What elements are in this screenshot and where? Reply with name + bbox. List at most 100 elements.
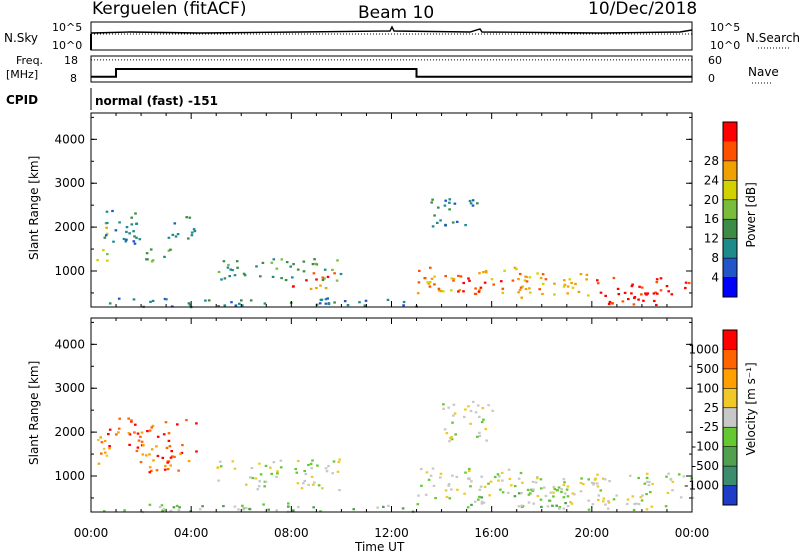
data-cell <box>132 230 135 233</box>
data-cell <box>560 488 563 491</box>
data-cell <box>611 302 614 305</box>
data-cell <box>259 275 262 278</box>
data-cell <box>416 503 420 506</box>
data-cell <box>615 494 618 497</box>
data-cell <box>167 432 171 435</box>
data-cell <box>312 272 316 275</box>
data-cell <box>478 272 481 275</box>
data-cell <box>448 497 452 500</box>
data-cell <box>103 439 107 443</box>
data-cell <box>106 259 109 262</box>
data-cell <box>130 216 133 219</box>
data-cell <box>447 406 450 409</box>
data-cell <box>311 459 314 462</box>
data-cell <box>187 237 190 240</box>
data-cell <box>577 290 581 293</box>
data-cell <box>125 238 128 241</box>
data-cell <box>103 236 107 239</box>
data-cell <box>480 500 484 503</box>
data-cell <box>236 266 239 269</box>
data-cell <box>558 507 561 510</box>
data-cell <box>272 258 276 261</box>
data-cell <box>474 411 478 414</box>
data-cell <box>151 424 155 427</box>
data-cell <box>321 276 325 279</box>
data-cell <box>528 287 531 290</box>
data-cell <box>137 439 141 442</box>
time-axis-ticks: 00:00 04:00 08:00 12:00 16:00 20:00 00:00 <box>74 526 710 540</box>
data-cell <box>457 274 460 277</box>
data-cell <box>233 467 237 470</box>
data-cell <box>433 214 436 217</box>
data-cell <box>284 279 288 282</box>
data-cell <box>364 299 368 302</box>
data-cell <box>449 437 452 440</box>
data-cell <box>237 508 240 511</box>
data-cell <box>480 475 483 478</box>
data-cell <box>452 414 455 417</box>
data-cell <box>482 271 485 274</box>
data-cell <box>447 484 450 487</box>
data-cell <box>418 269 421 272</box>
data-cell <box>258 462 261 465</box>
data-cell <box>142 444 145 447</box>
power-axes: 1000 2000 3000 4000 Slant Range [km] <box>27 112 693 308</box>
data-cell <box>117 427 121 430</box>
data-cell <box>563 492 567 495</box>
data-cell <box>150 469 153 472</box>
colorbar-swatch <box>723 160 737 181</box>
data-cell <box>448 201 451 204</box>
data-cell <box>149 300 152 303</box>
data-cell <box>518 288 522 292</box>
data-cell <box>230 301 233 304</box>
data-cell <box>555 489 559 492</box>
data-cell <box>417 281 421 284</box>
data-cell <box>607 499 610 503</box>
data-cell <box>352 508 355 511</box>
y-tick-label: 1000 <box>54 264 85 278</box>
colorbar-swatch <box>723 180 737 201</box>
data-cell <box>442 403 445 406</box>
data-cell <box>478 434 482 437</box>
data-cell <box>436 221 439 224</box>
data-cell <box>497 475 501 478</box>
data-cell <box>114 229 118 232</box>
data-cell <box>233 274 237 277</box>
data-cell <box>519 286 523 289</box>
nsearch-tick-bottom: 10^0 <box>710 39 740 52</box>
data-cell <box>529 492 532 495</box>
data-cell <box>223 304 227 307</box>
nsky-series-line <box>90 25 693 34</box>
data-cell <box>483 281 487 284</box>
data-cell <box>217 270 221 274</box>
data-cell <box>150 260 154 263</box>
data-cell <box>318 302 322 305</box>
data-cell <box>544 278 548 281</box>
data-cell <box>480 502 484 505</box>
data-cell <box>105 210 109 213</box>
colorbar-tick-label: 24 <box>704 173 719 187</box>
colorbar-tick-label: 20 <box>704 193 719 207</box>
data-cell <box>667 290 670 293</box>
velocity-heatmap <box>97 400 695 514</box>
data-cell <box>195 422 198 425</box>
data-cell <box>326 297 329 300</box>
data-cell <box>510 484 513 487</box>
data-cell <box>363 304 367 307</box>
data-cell <box>133 235 136 238</box>
data-cell <box>684 286 687 290</box>
data-cell <box>467 405 470 408</box>
data-cell <box>327 464 330 468</box>
data-cell <box>480 421 484 424</box>
freq-label-1: Freq. <box>16 54 43 67</box>
data-cell <box>468 279 471 282</box>
data-cell <box>562 507 566 510</box>
data-cell <box>616 287 620 290</box>
data-cell <box>439 472 443 475</box>
data-cell <box>541 273 545 276</box>
data-cell <box>304 473 308 476</box>
data-cell <box>188 303 192 306</box>
data-cell <box>433 275 436 278</box>
data-cell <box>491 409 494 412</box>
data-cell <box>633 296 636 300</box>
